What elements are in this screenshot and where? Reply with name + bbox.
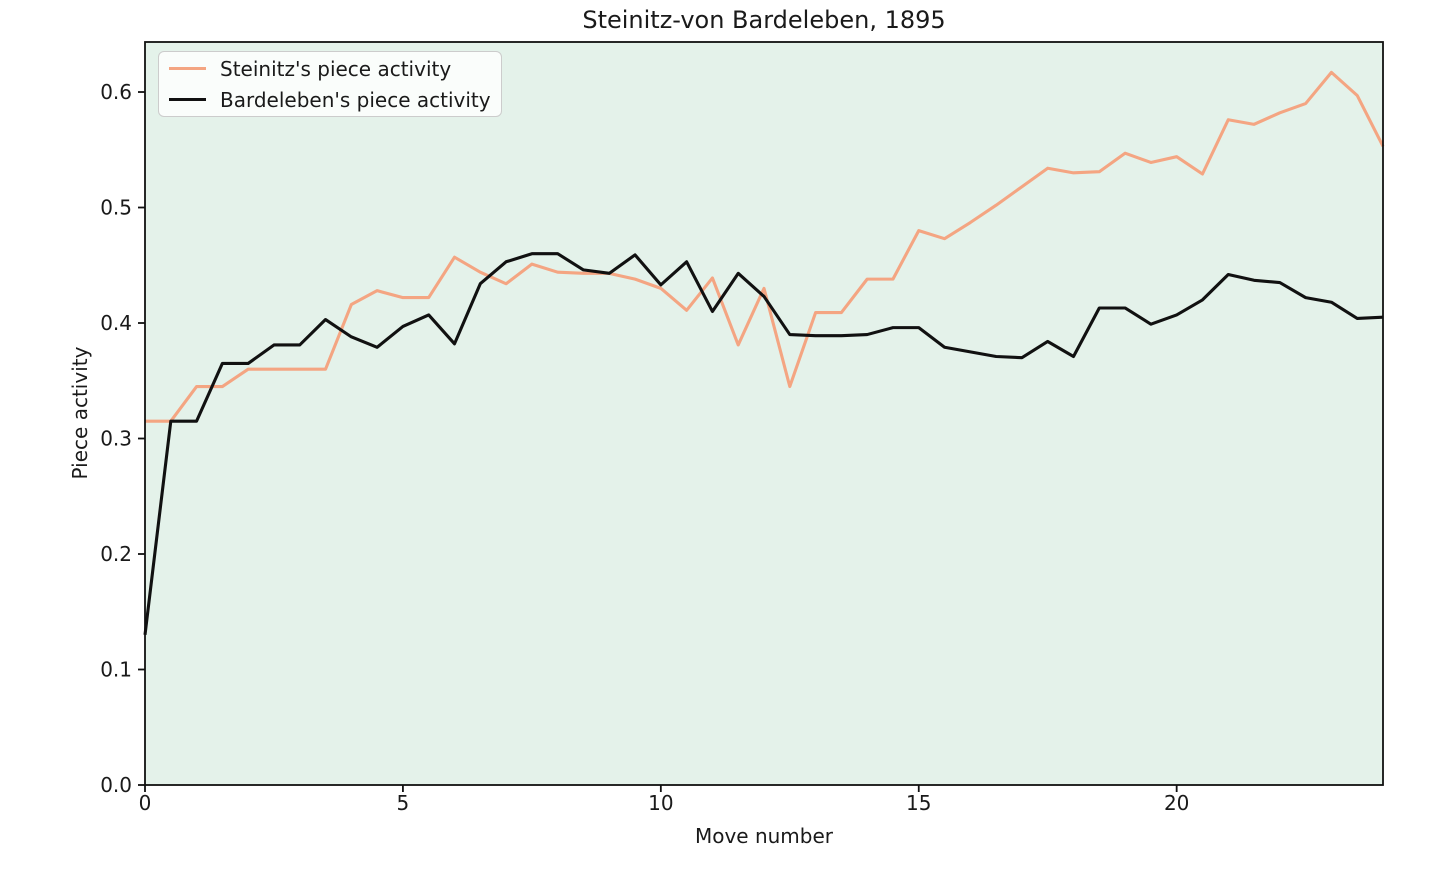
- x-tick-label: 20: [1164, 791, 1189, 815]
- y-tick-label: 0.4: [100, 311, 132, 335]
- x-tick-label: 0: [139, 791, 152, 815]
- y-tick-label: 0.3: [100, 427, 132, 451]
- legend-label-bardeleben: Bardeleben's piece activity: [220, 87, 491, 112]
- legend-item-steinitz: Steinitz's piece activity: [169, 56, 491, 82]
- axes-spines: [144, 41, 1384, 786]
- legend-label-steinitz: Steinitz's piece activity: [220, 56, 452, 81]
- y-axis-label: Piece activity: [68, 346, 92, 480]
- y-tick-label: 0.2: [100, 542, 132, 566]
- x-tick-label: 15: [906, 791, 931, 815]
- legend-item-bardeleben: Bardeleben's piece activity: [169, 87, 491, 113]
- x-tick-label: 5: [397, 791, 410, 815]
- chart-title: Steinitz-von Bardeleben, 1895: [582, 6, 946, 34]
- y-tick-label: 0.5: [100, 196, 132, 220]
- series-line-steinitz: [145, 70, 1385, 423]
- y-tick-label: 0.0: [100, 773, 132, 797]
- y-tick-label: 0.1: [100, 658, 132, 682]
- y-tick-label: 0.6: [100, 80, 132, 104]
- legend-swatch-bardeleben: [169, 98, 206, 101]
- series-line-bardeleben: [143, 252, 1384, 636]
- plot-background: [145, 42, 1383, 785]
- legend: Steinitz's piece activity Bardeleben's p…: [158, 51, 502, 117]
- x-axis-label: Move number: [694, 824, 834, 848]
- x-tick-label: 10: [648, 791, 673, 815]
- legend-swatch-steinitz: [169, 67, 206, 70]
